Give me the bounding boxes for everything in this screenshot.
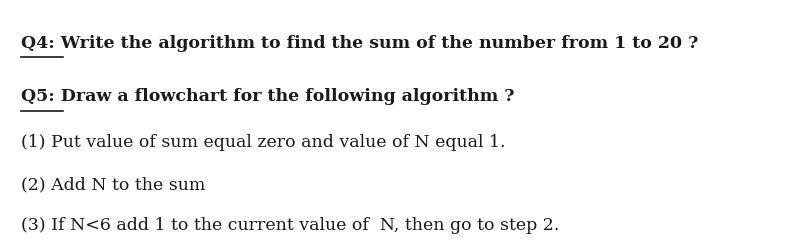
Text: (1) Put value of sum equal zero and value of N equal 1.: (1) Put value of sum equal zero and valu… [21, 133, 505, 150]
Text: (3) If N<6 add 1 to the current value of  N, then go to step 2.: (3) If N<6 add 1 to the current value of… [21, 216, 559, 233]
Text: (2) Add N to the sum: (2) Add N to the sum [21, 175, 205, 192]
Text: Q4:: Q4: [21, 35, 54, 52]
Text: Q4: Write the algorithm to find the sum of the number from 1 to 20 ?: Q4: Write the algorithm to find the sum … [21, 35, 698, 52]
Text: Q4: Write the algorithm to find the sum of the number from 1 to 20 ?: Q4: Write the algorithm to find the sum … [21, 35, 698, 52]
Text: Q5:: Q5: [21, 88, 54, 105]
Text: Q5: Draw a flowchart for the following algorithm ?: Q5: Draw a flowchart for the following a… [21, 88, 514, 105]
Text: Q5: Draw a flowchart for the following algorithm ?: Q5: Draw a flowchart for the following a… [21, 88, 514, 105]
